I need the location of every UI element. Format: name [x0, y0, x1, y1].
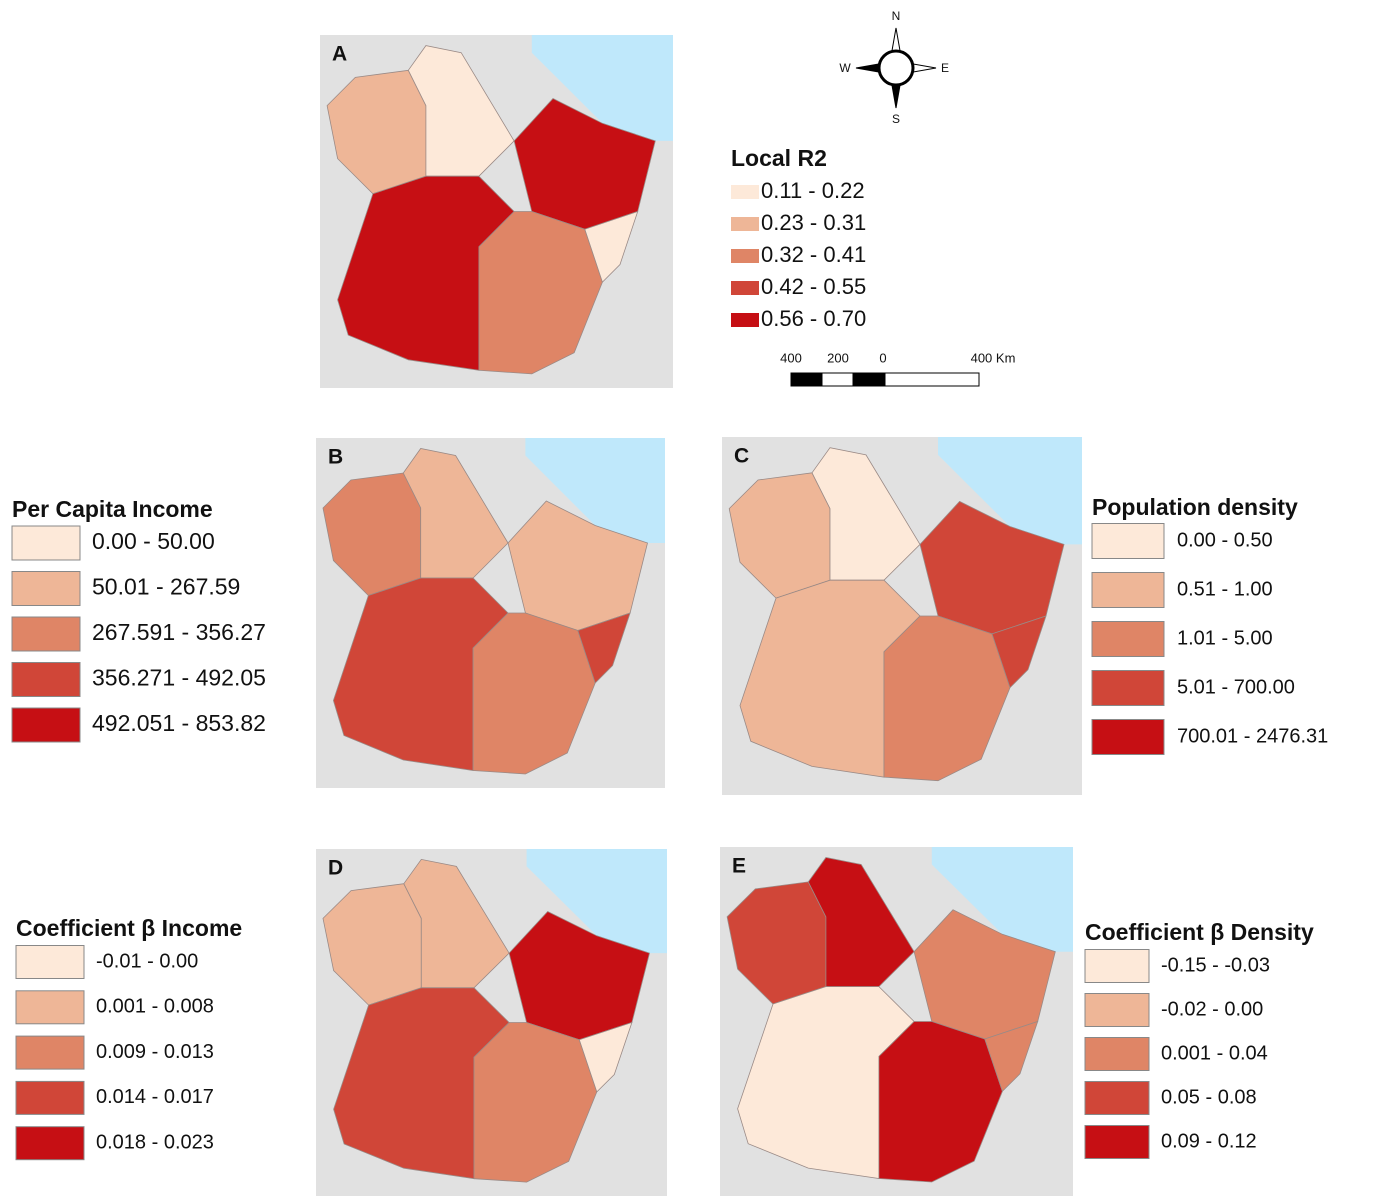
scale-bar: 400 200 0 400 Km — [780, 350, 1015, 386]
legend-swatch — [1092, 573, 1164, 608]
legend-swatch — [16, 1081, 84, 1114]
legend-swatch — [1085, 1082, 1149, 1115]
legend-label: 0.23 - 0.31 — [761, 210, 866, 235]
scale-segment — [885, 373, 979, 386]
legend-swatch — [731, 217, 759, 231]
legend-title: Local R2 — [731, 145, 827, 171]
legend-swatch — [731, 281, 759, 295]
map-panel: B — [316, 438, 665, 788]
scale-label: 400 Km — [971, 350, 1016, 365]
legend-swatch — [16, 991, 84, 1024]
legend-swatch — [731, 313, 759, 327]
compass-label: N — [892, 9, 901, 23]
legend-label: 0.51 - 1.00 — [1177, 578, 1273, 600]
legend-label: -0.01 - 0.00 — [96, 950, 198, 972]
panel-letter: B — [328, 446, 343, 469]
legend-label: 50.01 - 267.59 — [92, 574, 240, 600]
legend-label: -0.15 - -0.03 — [1161, 954, 1270, 976]
legend-swatch — [12, 526, 80, 560]
legend-label: 0.11 - 0.22 — [761, 178, 865, 203]
scale-label: 200 — [827, 350, 849, 365]
panel-letter: C — [734, 445, 749, 468]
scale-segment — [791, 373, 822, 386]
map-panel: E — [720, 847, 1073, 1196]
legend-swatch — [12, 572, 80, 606]
figure: N S E W 400 200 0 400 Km A Local R2 0.11 -… — [0, 0, 1374, 1196]
legend-title: Per Capita Income — [12, 496, 213, 522]
compass-ring — [879, 51, 913, 85]
legend-swatch — [12, 708, 80, 742]
legend-swatch — [12, 617, 80, 651]
legend-swatch — [1085, 950, 1149, 983]
legend-title: Coefficient β Income — [16, 915, 242, 941]
legend-label: 0.56 - 0.70 — [761, 306, 866, 331]
compass-label: E — [941, 61, 949, 75]
legend-label: 356.271 - 492.05 — [92, 665, 266, 691]
legend-swatch — [1085, 994, 1149, 1027]
legend-label: 0.00 - 0.50 — [1177, 529, 1273, 551]
legend-label: 0.001 - 0.008 — [96, 996, 214, 1018]
legend-swatch — [731, 185, 759, 199]
legend-title: Population density — [1092, 494, 1298, 520]
legend-label: 0.018 - 0.023 — [96, 1131, 214, 1153]
compass-label: S — [892, 112, 900, 126]
legend-label: -0.02 - 0.00 — [1161, 998, 1263, 1020]
compass-label: W — [839, 61, 851, 75]
legend-swatch — [1085, 1038, 1149, 1071]
scale-label: 400 — [780, 350, 802, 365]
legend-label: 0.00 - 50.00 — [92, 528, 215, 554]
panel-letter: D — [328, 857, 343, 880]
legend-label: 492.051 - 853.82 — [92, 710, 266, 736]
legend-swatch — [1092, 622, 1164, 657]
panel-letter: E — [732, 855, 746, 878]
legend-swatch — [12, 663, 80, 697]
legend-swatch — [731, 249, 759, 263]
legend-label: 5.01 - 700.00 — [1177, 676, 1295, 698]
compass: N S E W — [839, 9, 949, 126]
legend-swatch — [1085, 1126, 1149, 1159]
map-panel: C — [722, 437, 1082, 795]
scale-label: 0 — [879, 350, 886, 365]
map-panel: A — [320, 35, 673, 388]
legend-label: 1.01 - 5.00 — [1177, 627, 1273, 649]
legend-label: 700.01 - 2476.31 — [1177, 725, 1328, 747]
legend-swatch — [1092, 720, 1164, 755]
legend-label: 0.009 - 0.013 — [96, 1041, 214, 1063]
legend-title: Coefficient β Density — [1085, 919, 1314, 945]
legend-label: 0.09 - 0.12 — [1161, 1130, 1257, 1152]
legend-label: 0.32 - 0.41 — [761, 242, 866, 267]
scale-segment — [853, 373, 885, 386]
map-panel: D — [316, 849, 667, 1196]
legend-swatch — [1092, 524, 1164, 559]
legend-label: 267.591 - 356.27 — [92, 619, 266, 645]
legend-swatch — [1092, 671, 1164, 706]
scale-segment — [822, 373, 853, 386]
legend-label: 0.42 - 0.55 — [761, 274, 866, 299]
panel-letter: A — [332, 43, 347, 66]
legend-label: 0.05 - 0.08 — [1161, 1086, 1257, 1108]
legend-swatch — [16, 1127, 84, 1160]
legend-label: 0.014 - 0.017 — [96, 1086, 214, 1108]
legend-label: 0.001 - 0.04 — [1161, 1042, 1268, 1064]
legend-swatch — [16, 946, 84, 979]
legend-swatch — [16, 1036, 84, 1069]
